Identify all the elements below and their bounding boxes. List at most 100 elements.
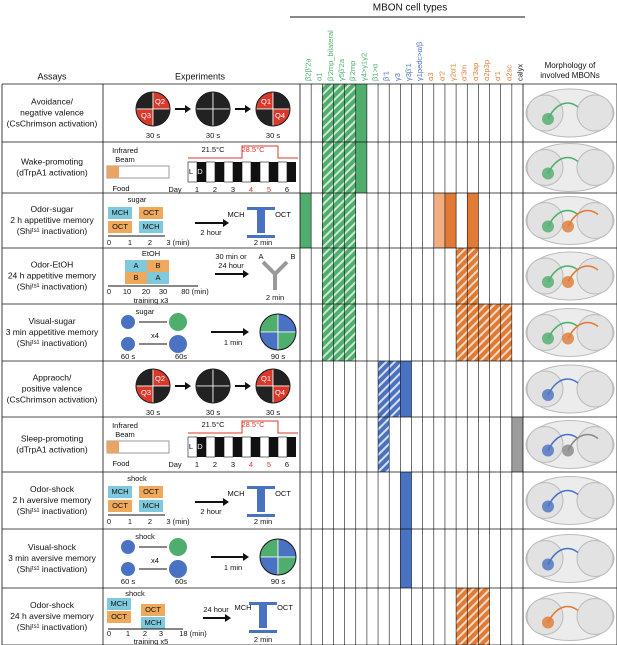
experiment-label: OCT bbox=[111, 612, 127, 621]
t-maze bbox=[247, 207, 275, 210]
neuron-branch bbox=[547, 489, 579, 507]
arrow-head bbox=[243, 270, 249, 278]
assay-label: Sleep-promoting bbox=[21, 433, 84, 443]
brain bbox=[526, 540, 564, 577]
day-light bbox=[277, 436, 288, 458]
experiment-label: 24 hour bbox=[218, 261, 244, 270]
experiment-label: x4 bbox=[151, 331, 159, 340]
day-dark bbox=[251, 162, 260, 182]
cell-fill bbox=[344, 142, 356, 193]
experiment-label: 1 min bbox=[224, 338, 242, 347]
experiment-label: EtOH bbox=[142, 249, 160, 258]
day-dark bbox=[197, 437, 206, 457]
day-light bbox=[277, 161, 288, 183]
arena bbox=[259, 538, 297, 576]
stim-green bbox=[169, 313, 187, 331]
experiment-label: 60s bbox=[175, 577, 187, 586]
assay-label: Visual-sugar bbox=[28, 316, 75, 326]
experiment-label: 6 bbox=[285, 185, 289, 194]
t-maze bbox=[259, 602, 267, 628]
cell-fill bbox=[344, 248, 356, 304]
experiment-label: MCH bbox=[142, 501, 159, 510]
temp-trace bbox=[188, 420, 298, 434]
experiment-label: B bbox=[290, 252, 295, 261]
brain bbox=[576, 598, 614, 635]
experiment-label: Q3 bbox=[141, 388, 151, 397]
day-dark bbox=[215, 437, 224, 457]
column-label: α2sc bbox=[504, 65, 513, 81]
day-light bbox=[241, 161, 252, 183]
experiment-label: sugar bbox=[136, 307, 155, 316]
cell-fill bbox=[511, 417, 523, 472]
experiment-label: 30 bbox=[159, 287, 167, 296]
brain bbox=[526, 94, 564, 132]
experiment-label: 30 s bbox=[206, 408, 220, 417]
experiment-label: Q4 bbox=[275, 111, 285, 120]
experiment-label: 6 bbox=[285, 460, 289, 469]
neuron-branch bbox=[567, 433, 599, 451]
odor-box bbox=[107, 611, 131, 623]
experiment-label: sugar bbox=[128, 195, 147, 204]
assay-label: Visual-shock bbox=[28, 542, 77, 552]
cell-fill bbox=[456, 304, 468, 361]
odor-box bbox=[141, 617, 165, 629]
odor-box bbox=[139, 500, 163, 512]
cell-fill bbox=[322, 193, 334, 248]
experiment-label: 1 bbox=[128, 517, 132, 526]
food bbox=[107, 441, 119, 453]
experiment-label: 30 s bbox=[266, 408, 280, 417]
experiment-label: OCT bbox=[112, 501, 128, 510]
cell-fill bbox=[344, 84, 356, 142]
experiment-label: Beam bbox=[115, 155, 135, 164]
experiment-label: 30 s bbox=[206, 131, 220, 140]
day-dark bbox=[197, 162, 206, 182]
experiment-label: 80 (min) bbox=[181, 287, 209, 296]
column-label: α1 bbox=[315, 72, 324, 81]
column-label: γ1pedc>α/β bbox=[415, 41, 424, 81]
experiment-label: MCH bbox=[227, 210, 244, 219]
experiment-label: MCH bbox=[111, 487, 128, 496]
cell-fill bbox=[400, 472, 412, 529]
assay-label: 3 min appetitive memory bbox=[6, 327, 99, 337]
experiment-label: Day bbox=[168, 185, 182, 194]
cell-fill bbox=[478, 588, 490, 645]
experiment-label: 5 bbox=[267, 185, 271, 194]
t-maze bbox=[249, 602, 277, 605]
odor-box bbox=[139, 486, 163, 498]
assay-label: (CsChrimson activation) bbox=[7, 118, 98, 128]
t-maze bbox=[257, 486, 265, 512]
assay-label: (Shiᵗˢ¹ inactivation) bbox=[17, 564, 88, 574]
experiment-label: shock bbox=[125, 589, 145, 598]
cell-fill bbox=[467, 248, 479, 304]
cell-fill bbox=[344, 193, 356, 248]
brain bbox=[576, 257, 614, 295]
cell-fill bbox=[333, 304, 345, 361]
stim-dot bbox=[121, 315, 135, 329]
brain bbox=[526, 257, 564, 295]
experiment-label: OCT bbox=[275, 210, 291, 219]
assay-label: Avoidance/ bbox=[31, 96, 74, 106]
morphology-header: involved MBONs bbox=[540, 71, 600, 80]
column-label: β1>α bbox=[370, 63, 379, 81]
experiment-label: 0 bbox=[107, 517, 111, 526]
experiment-label: 30 min or bbox=[215, 252, 247, 261]
experiment-label: Q1 bbox=[261, 97, 271, 106]
header-title: MBON cell types bbox=[373, 3, 447, 14]
experiment-label: 3 bbox=[231, 460, 235, 469]
arrow-head bbox=[185, 105, 191, 113]
neuron-branch bbox=[567, 209, 599, 227]
experiment-label: OCT bbox=[277, 603, 293, 612]
experiment-label: MCH bbox=[227, 489, 244, 498]
cell-fill bbox=[344, 304, 356, 361]
odor-box bbox=[107, 598, 131, 610]
experiment-label: 1 min bbox=[224, 563, 242, 572]
assay-label: Odor-shock bbox=[30, 600, 75, 610]
assay-label: negative valence bbox=[20, 107, 84, 117]
temp-trace bbox=[188, 145, 298, 159]
t-maze bbox=[257, 207, 265, 233]
experiment-label: 30 s bbox=[146, 131, 160, 140]
odor-box bbox=[147, 272, 169, 284]
day-dark bbox=[233, 437, 242, 457]
column-label: γ4>γ1γ2 bbox=[359, 53, 368, 81]
column-label: β'2mp_bilateral bbox=[326, 30, 335, 81]
